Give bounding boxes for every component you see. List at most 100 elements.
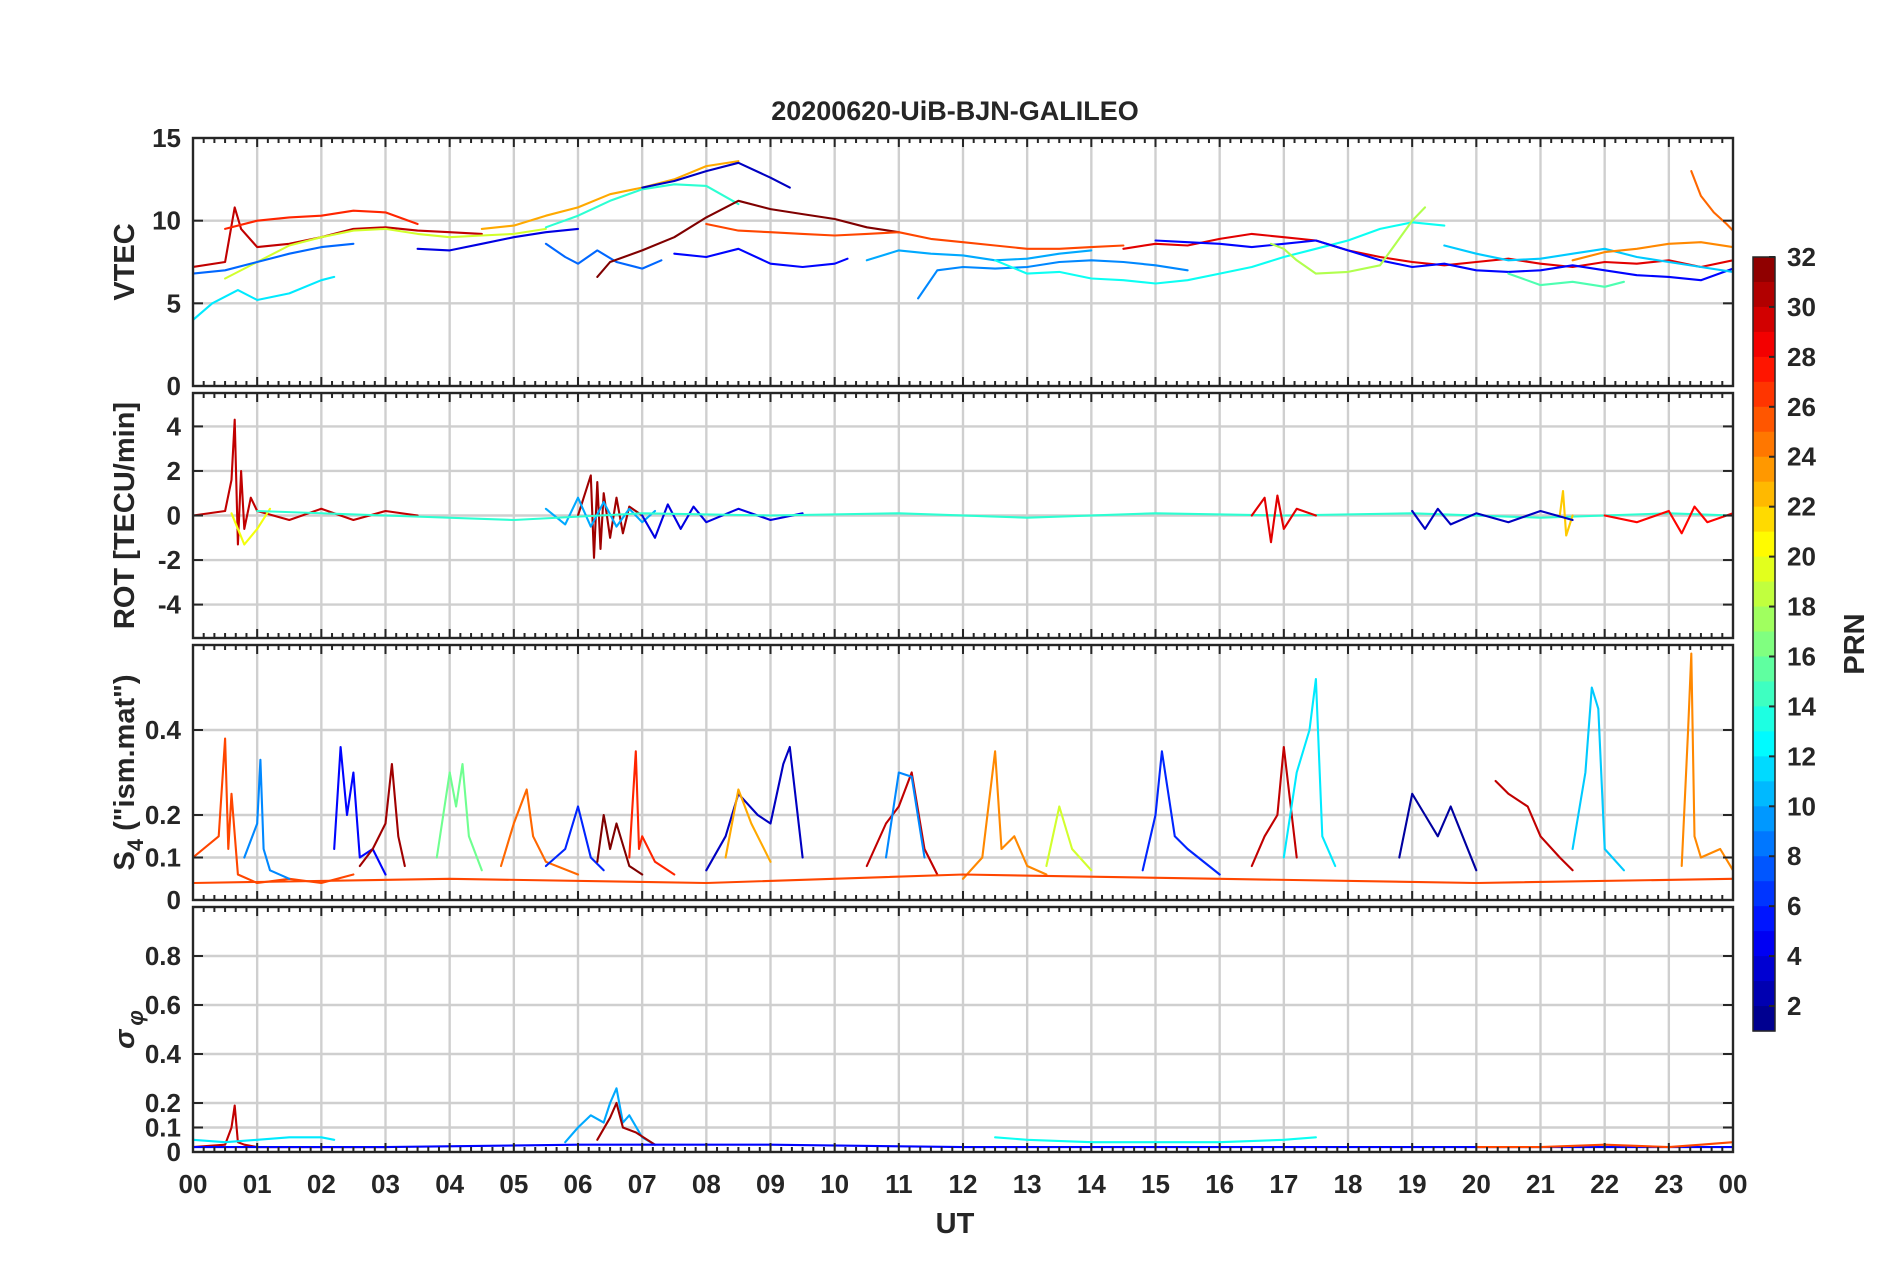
colorbar-segment [1753,606,1775,633]
series-line-prn-10 [544,496,657,528]
x-tick-label: 22 [1590,1169,1619,1199]
panel-vtec: 0 5 10 15 VTEC [109,123,1735,401]
y-tick-label: 0.1 [145,1113,181,1143]
y-tick-label: 0.8 [145,941,181,971]
series-line-prn-19 [1045,805,1093,872]
colorbar-label: PRN [1839,613,1871,674]
y-tick-label: 0 [167,885,181,915]
colorbar-tick-label: 8 [1787,841,1801,871]
colorbar-segment [1753,856,1775,882]
series-line-prn-23 [480,160,740,230]
colorbar-tick-label: 12 [1787,741,1816,771]
x-tick-label: 23 [1654,1169,1683,1199]
x-tick-label: 00 [179,1169,208,1199]
panel-rot: -4 -2 0 2 4 ROT [TECU/min] [109,391,1735,640]
series-line-prn-5 [673,247,849,269]
x-axis-label: UT [936,1208,975,1240]
colorbar-tick-label: 10 [1787,791,1816,821]
x-tick-label: 18 [1334,1169,1363,1199]
series-line-prn-19 [224,227,547,280]
colorbar-tick-label: 4 [1787,941,1802,971]
series-line-prn-30 [193,418,419,546]
y-tick-label: -2 [158,545,181,575]
series-line-prn-26 [193,873,1733,885]
series-line-prn-14 [544,183,740,229]
colorbar-tick-label: 28 [1787,342,1816,372]
colorbar-segment [1753,506,1775,533]
y-tick-label: 0 [167,371,181,401]
series-line-prn-11 [1571,686,1625,872]
panel-rot-series-group [193,418,1733,559]
colorbar-segment [1753,881,1775,907]
y-tick-label: 0.6 [145,990,181,1020]
chart-title: 20200620-UiB-BJN-GALILEO [771,96,1139,126]
x-tick-label: 13 [1013,1169,1042,1199]
colorbar-tick-label: 32 [1787,242,1816,272]
y-tick-label: 0.4 [145,1039,182,1069]
panel-s4-y-axis-label: S4 ("ism.mat") [109,674,148,870]
colorbar-tick-label: 14 [1787,691,1816,721]
x-tick-label: 09 [756,1169,785,1199]
series-line-prn-9 [917,259,1189,300]
y-tick-label: 0.1 [145,843,181,873]
x-tick-label: 06 [564,1169,593,1199]
panel-sigma_phi-y-axis-label: σφ [109,1010,148,1049]
colorbar-segment [1753,406,1775,433]
colorbar-segment [1753,931,1775,957]
x-tick-label: 20 [1462,1169,1491,1199]
x-tick-label: 12 [949,1169,978,1199]
colorbar-tick-label: 16 [1787,641,1816,671]
series-line-prn-25 [499,788,580,876]
panel-s4-series-group [193,652,1733,885]
colorbar-segment [1753,756,1775,782]
series-line-prn-31 [576,474,644,559]
series-line-prn-3 [705,745,804,872]
x-tick-label: 03 [371,1169,400,1199]
y-tick-label: 0 [167,501,181,531]
colorbar-segment [1753,956,1775,982]
y-tick-label: 2 [167,456,181,486]
series-line-prn-5 [1154,239,1733,282]
colorbar-tick-label: 20 [1787,542,1816,572]
colorbar-tick-label: 26 [1787,392,1816,422]
x-tick-label: 02 [307,1169,336,1199]
x-tick-label: 17 [1269,1169,1298,1199]
series-line-prn-26 [705,222,1125,250]
colorbar-tick-label: 2 [1787,991,1801,1021]
colorbar-frame [1752,256,1776,1032]
x-tick-label: 08 [692,1169,721,1199]
colorbar-segment [1753,556,1775,583]
series-line-prn-31 [358,762,406,868]
y-tick-label: 0.4 [145,715,182,745]
x-axis: 00 01 02 03 04 05 06 07 08 09 10 11 12 13 14 15 16 17 18 19… [179,1169,1748,1199]
x-tick-label: 16 [1205,1169,1234,1199]
colorbar-segment [1753,1006,1775,1032]
colorbar-tick-label: 30 [1787,292,1816,322]
series-line-prn-9 [884,771,926,859]
series-line-prn-32 [596,813,644,876]
colorbar-segment [1753,581,1775,608]
series-line-prn-8 [193,242,355,275]
colorbar-tick-label: 18 [1787,592,1816,622]
x-tick-label: 19 [1398,1169,1427,1199]
colorbar-tick-label: 6 [1787,891,1801,921]
series-line-prn-30 [1250,745,1298,868]
series-line-prn-31 [596,1101,657,1146]
y-tick-label: 15 [152,123,181,153]
series-line-prn-4 [416,227,580,252]
colorbar-segment [1753,356,1775,383]
colorbar-segment [1753,456,1775,483]
series-line-prn-24 [961,750,1048,880]
series-line-prn-9 [243,758,291,880]
panel-vtec-y-axis-label: VTEC [109,223,141,300]
colorbar-segment [1753,731,1775,757]
series-line-prn-11 [1443,244,1733,273]
series-line-prn-20 [230,507,272,546]
panel-sigma_phi: 00.10.2 0.4 0.6 0.8 σφ [109,905,1735,1167]
series-line-prn-30 [1494,779,1574,872]
panel-s4: 0 0.1 0.2 0.4S4 ("ism.mat") [109,643,1735,915]
series-line-prn-18 [1269,206,1427,275]
y-tick-label: 0.2 [145,800,181,830]
series-line-prn-12 [193,275,336,321]
